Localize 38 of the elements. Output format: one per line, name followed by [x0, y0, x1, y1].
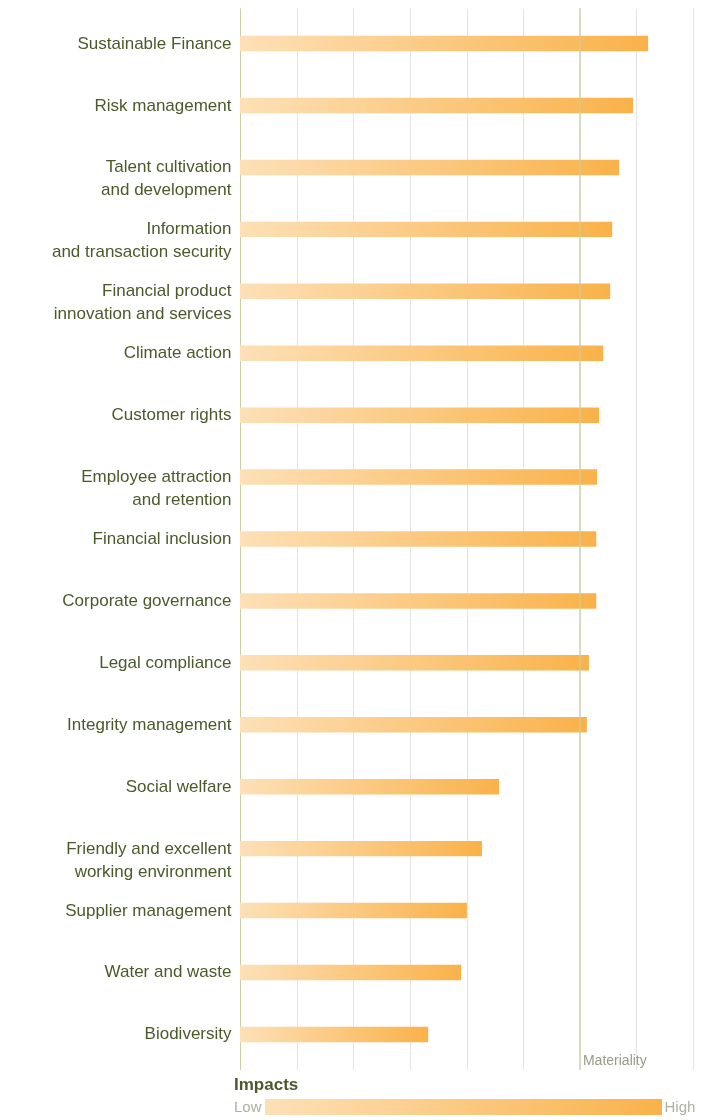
ref-line-label: Materiality [582, 1052, 647, 1068]
y-tick-label: Corporate governance [62, 590, 232, 610]
y-tick-label: Supplier management [65, 900, 232, 920]
text: High [664, 1098, 696, 1115]
bar [240, 221, 613, 238]
bar [240, 717, 587, 733]
bar [240, 655, 589, 671]
y-tick-label: Integrity management [67, 714, 232, 734]
y-tick-label: Social welfare [125, 776, 232, 796]
y-tick-label: Biodiversity [144, 1024, 232, 1044]
bar [240, 1026, 429, 1043]
y-tick-label: Legal compliance [99, 652, 232, 672]
y-tick-label: Customer rights [111, 405, 232, 425]
bar [240, 531, 597, 547]
bar [240, 840, 483, 857]
bar [240, 407, 600, 423]
bar [240, 345, 604, 361]
bar [240, 902, 467, 919]
bar [240, 778, 500, 795]
bar [240, 964, 462, 981]
bar [240, 35, 649, 52]
y-tick-label: Financial inclusion [92, 529, 232, 548]
bar [240, 469, 598, 485]
bar [240, 97, 634, 114]
y-tick-label: Risk management [94, 95, 232, 115]
bar [240, 283, 611, 300]
y-tick-label: Talent cultivation and development [101, 157, 232, 200]
bar [240, 159, 620, 176]
bar [240, 593, 597, 609]
y-tick-label: Climate action [123, 343, 232, 363]
y-tick-label: Friendly and excellent working environment [66, 838, 232, 881]
text: Low [234, 1098, 262, 1115]
y-tick-label: Water and waste [104, 962, 232, 982]
y-tick-label: Financial product innovation and services [53, 281, 232, 324]
y-tick-label: Information and transaction security [51, 219, 232, 262]
y-tick-label: Sustainable Finance [77, 33, 232, 53]
y-tick-label: Employee attraction and retention [81, 467, 232, 510]
legend-title: Impacts [234, 1075, 300, 1095]
